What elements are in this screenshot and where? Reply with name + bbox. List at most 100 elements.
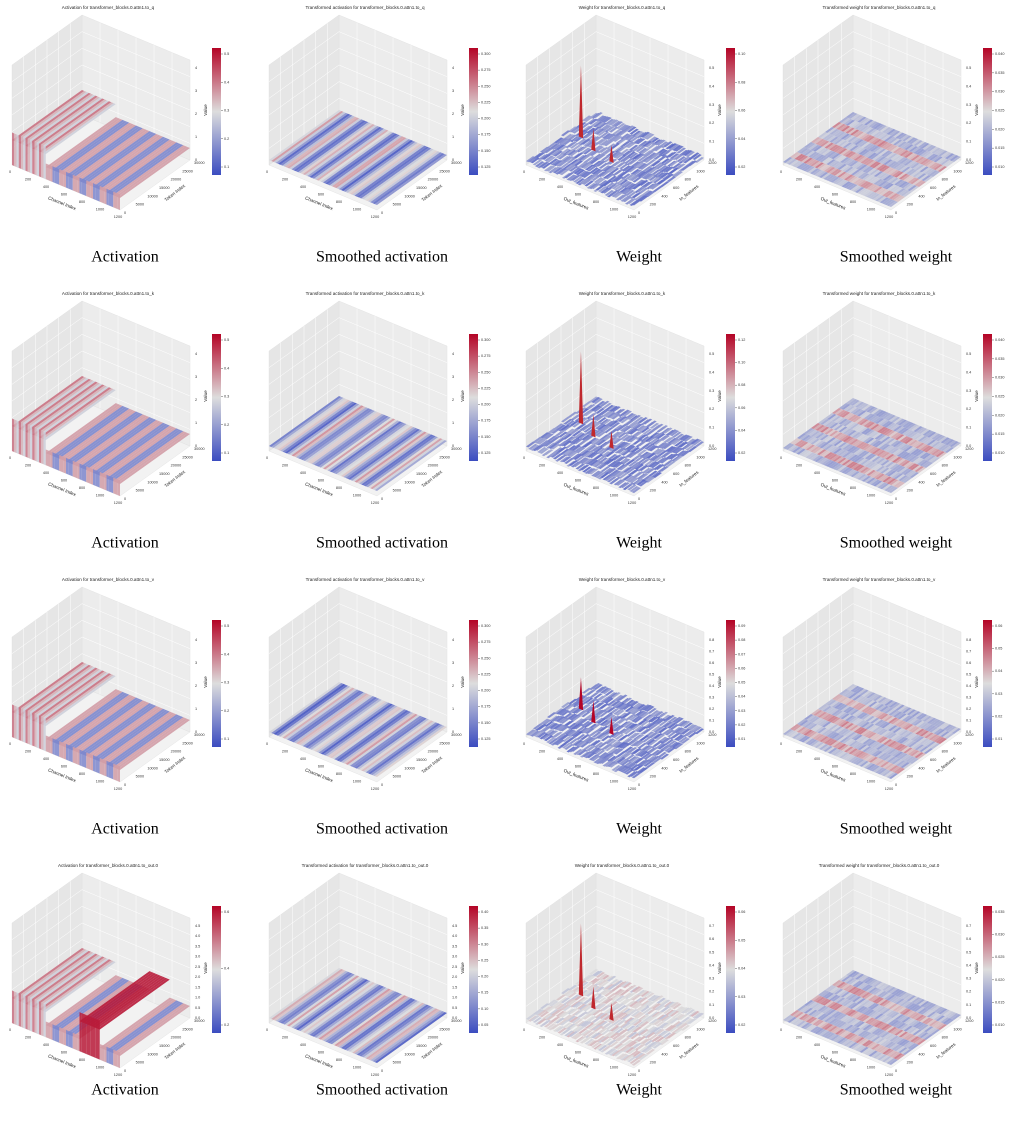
y-tick-label: 0 [895,497,897,501]
x-tick-label: 600 [61,479,67,483]
y-tick-label: 20000 [171,178,182,182]
colorbar-tick-label: 0.1 [224,737,229,741]
y-tick-label: 15000 [416,758,427,762]
y-axis-label: In_features [935,755,957,774]
surface-front [19,421,21,454]
z-tick-label: 0.5 [966,66,971,70]
y-tick-label: 600 [673,472,679,476]
x-tick-label: 1000 [610,494,618,498]
x-tick-label: 200 [796,750,802,754]
x-tick-label: 400 [557,1043,563,1047]
surface-front [86,466,88,483]
z-tick-label: 2.5 [452,965,457,969]
surface-front [75,176,77,193]
surface-front [48,1022,50,1039]
surface-front [30,426,32,459]
colorbar-tick-label: 0.015 [995,432,1005,436]
surface-front [66,1030,68,1047]
y-tick-label: 400 [661,766,667,770]
surface-front [57,454,59,471]
y-tick-label: 600 [673,758,679,762]
x-tick-label: 600 [318,765,324,769]
colorbar [212,334,221,461]
y-tick-label: 15000 [159,186,170,190]
z-tick-label: 0.6 [966,661,971,665]
y-tick-label: 1000 [953,169,961,173]
colorbar [469,48,478,175]
x-tick-label: 400 [557,757,563,761]
z-tick-label: 0.3 [966,103,971,107]
colorbar-tick-label: 0.4 [224,652,229,656]
x-axis-label: Channel Index [304,1053,334,1069]
surface-front [48,736,50,753]
x-tick-label: 600 [575,1051,581,1055]
x-tick-label: 400 [557,471,563,475]
panel-caption: Activation [91,821,159,838]
z-tick-label: 0.1 [709,140,714,144]
surface-front [113,1050,115,1067]
x-axis-label: Out_features [563,196,590,211]
x-tick-label: 800 [850,772,856,776]
surface-front [53,738,55,755]
y-tick-label: 200 [907,489,913,493]
x-tick-label: 600 [575,765,581,769]
surface-front [75,1034,77,1051]
z-axis-label: Value [460,390,465,402]
panel-caption: Smoothed activation [316,821,448,838]
x-tick-label: 200 [282,1036,288,1040]
y-tick-label: 0 [124,1069,126,1073]
surface-front [64,171,66,188]
surface-front [98,1020,100,1060]
colorbar-tick-label: 0.030 [995,90,1005,94]
z-tick-label: 1 [452,707,454,711]
x-tick-label: 1200 [114,787,122,791]
y-tick-label: 400 [918,194,924,198]
colorbar-tick-label: 0.08 [738,383,745,387]
y-tick-label: 1000 [696,1027,704,1031]
surface-front [109,190,111,207]
colorbar-tick-label: 0.4 [224,967,229,971]
surface-front [41,431,43,464]
surface-front [23,423,25,456]
y-tick-label: 10000 [147,480,158,484]
x-tick-label: 200 [539,178,545,182]
colorbar [212,620,221,747]
y-tick-label: 0 [124,783,126,787]
surface-front [107,475,109,492]
x-tick-label: 1200 [371,787,379,791]
surface-front [80,750,82,767]
surface-front [111,191,113,208]
z-tick-label: 0.3 [709,389,714,393]
surface-front [104,760,106,777]
x-axis-label: Out_features [563,482,590,497]
z-tick-label: 1 [195,421,197,425]
colorbar [469,620,478,747]
surface-front [50,165,52,182]
z-tick-label: 0.4 [709,84,714,88]
colorbar-tick-label: 0.300 [481,624,491,628]
colorbar [726,48,735,175]
colorbar-tick-label: 0.225 [481,672,491,676]
z-tick-label: 0 [452,730,454,734]
x-tick-label: 0 [780,456,782,460]
colorbar-tick-label: 0.06 [738,406,745,410]
z-tick-label: 3.5 [452,944,457,948]
z-tick-label: 4 [195,352,197,356]
y-tick-label: 200 [650,775,656,779]
colorbar-tick-label: 0.2 [224,137,229,141]
colorbar [469,334,478,461]
surface-front [35,1000,37,1033]
z-axis-label: Value [460,676,465,688]
z-tick-label: 4.0 [195,934,200,938]
z-tick-label: 1 [452,135,454,139]
colorbar-tick-label: 0.35 [481,926,488,930]
surface-front [86,752,88,769]
surface-front [95,1019,97,1059]
panel-title: Transformed weight for transformer_block… [819,863,940,868]
x-tick-label: 1200 [885,501,893,505]
colorbar-tick-label: 0.040 [995,338,1005,342]
x-axis-label: Out_features [563,768,590,783]
y-tick-label: 0 [124,497,126,501]
surface-front [14,705,16,738]
surface-front [57,168,59,185]
